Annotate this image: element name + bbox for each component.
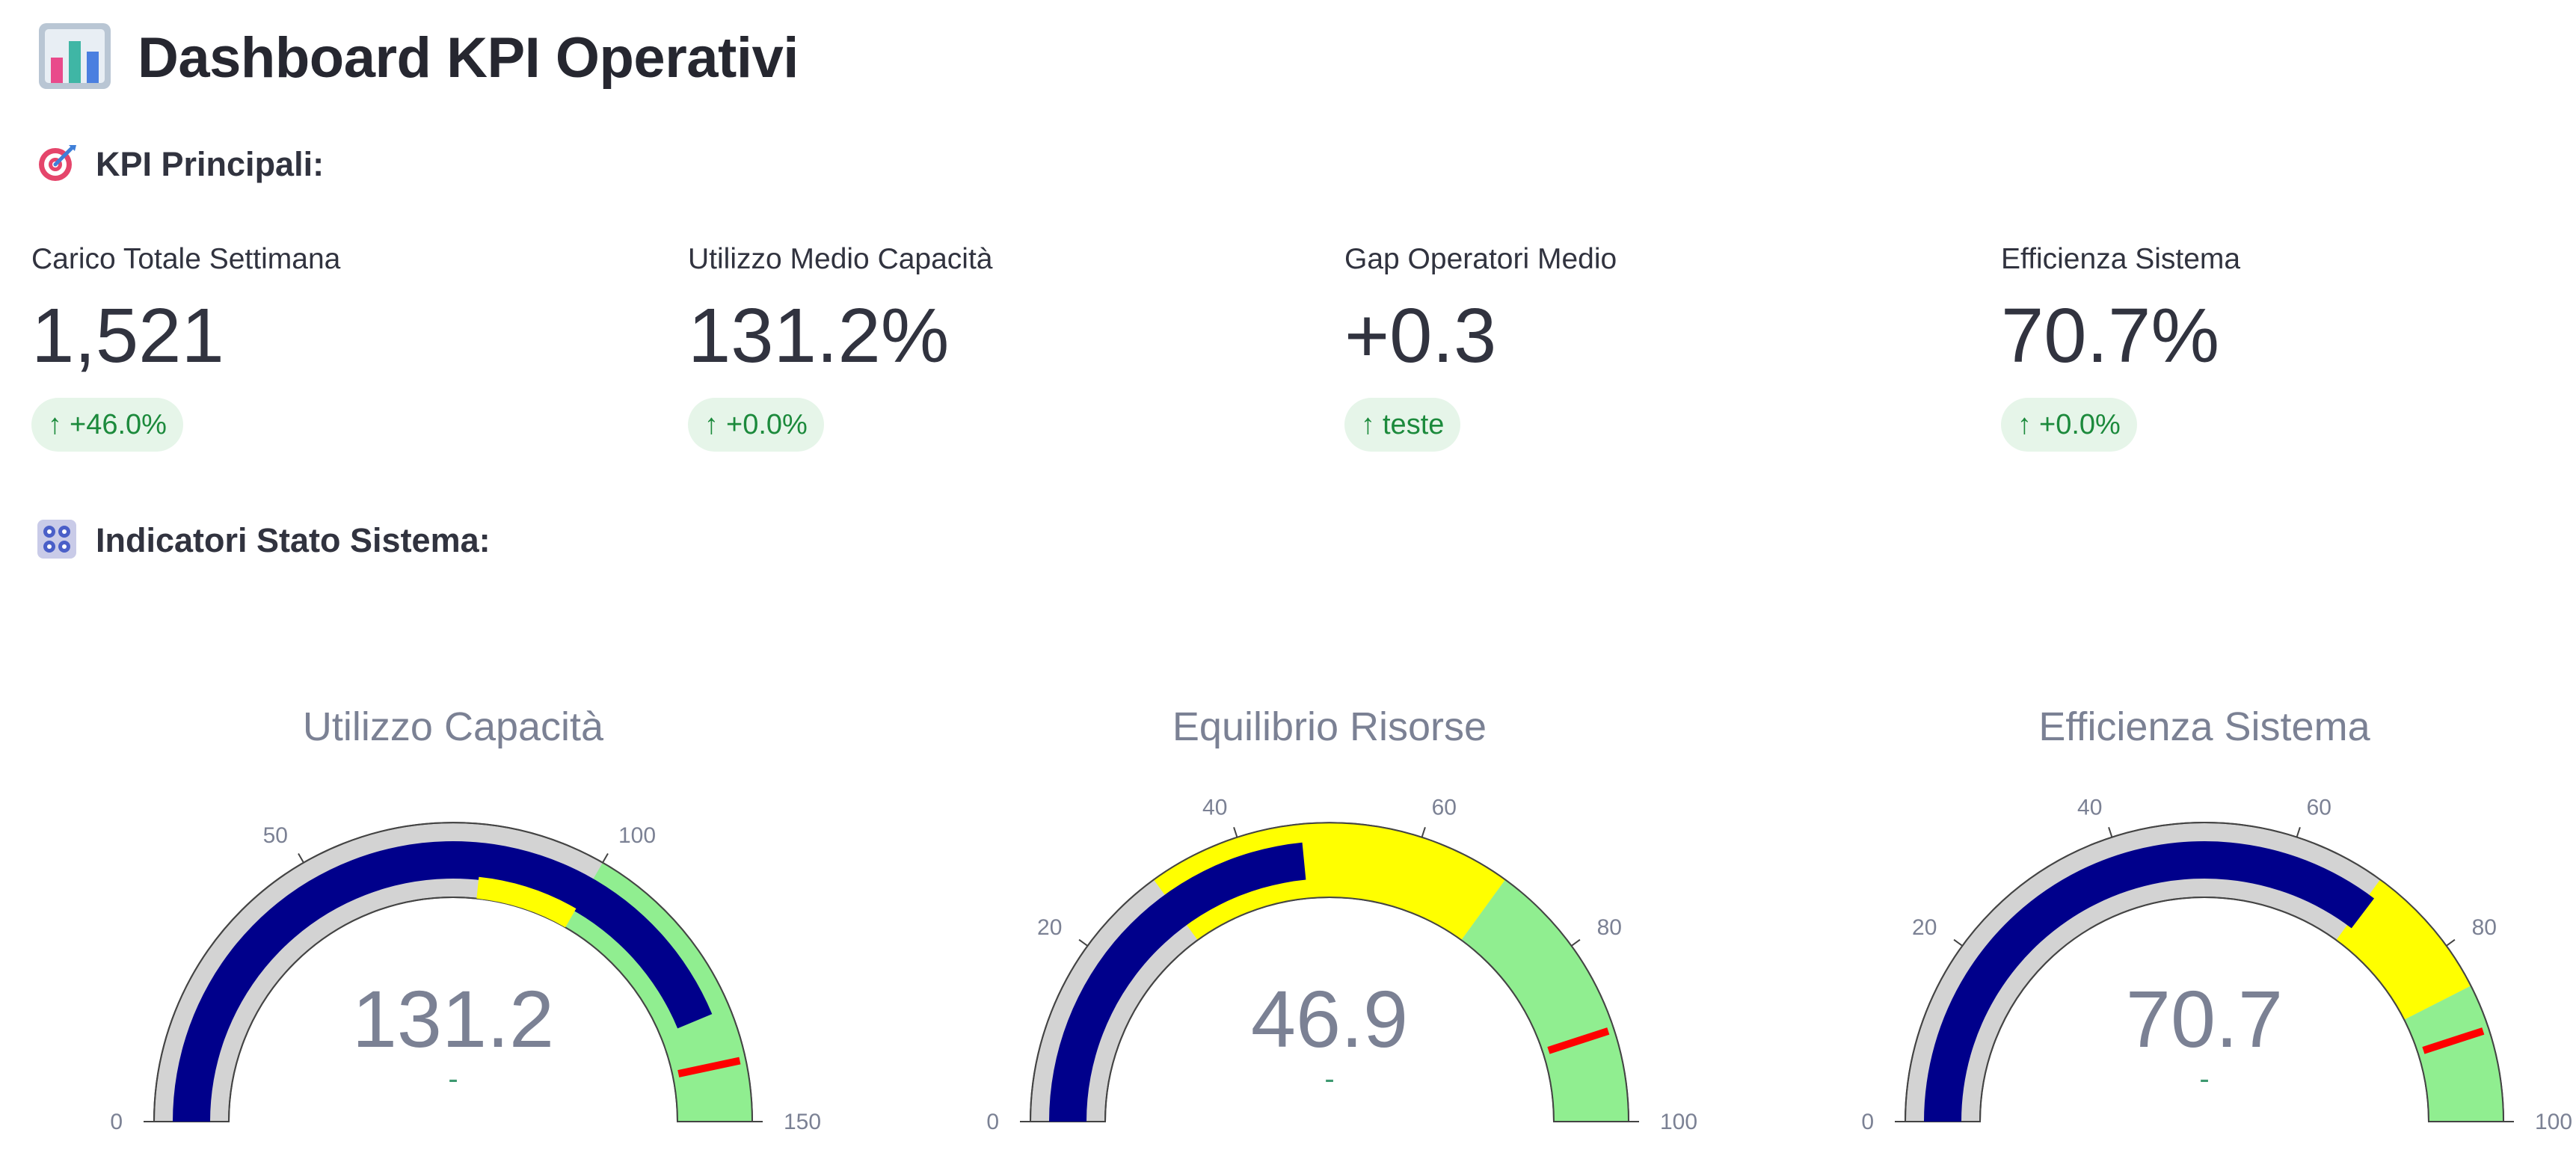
gauge-threshold-line	[1547, 1027, 1610, 1054]
gauge-step-band	[2404, 986, 2503, 1122]
gauge-bar-step	[476, 876, 577, 928]
gauge-tick-label: 100	[2535, 1110, 2572, 1134]
metric-delta-text: +0.0%	[726, 408, 808, 440]
gauge-tick-label: 0	[1861, 1110, 1874, 1134]
gauge-tick	[1421, 826, 1426, 837]
gauge-title: Equilibrio Risorse	[1172, 704, 1487, 749]
arrow-up-icon: ↑	[2017, 408, 2032, 440]
gauge-tick	[1571, 938, 1581, 947]
metric-label: Gap Operatori Medio	[1344, 243, 1617, 275]
page-title-text: Dashboard KPI Operativi	[138, 25, 799, 90]
section-label-status: Indicatori Stato Sistema:	[96, 521, 491, 559]
arrow-up-icon: ↑	[48, 408, 62, 440]
gauge-tick-label: 0	[986, 1110, 999, 1134]
gauge-step-band	[2336, 879, 2471, 1020]
metric-delta-text: +46.0%	[70, 408, 167, 440]
metric-value: 1,521	[31, 292, 224, 378]
gauge-value-text: 131.2	[352, 974, 554, 1064]
gauge-tick	[602, 852, 609, 864]
gauge-threshold-line	[2422, 1027, 2485, 1054]
gauge-tick-label: 100	[1660, 1110, 1697, 1134]
bar-chart-icon	[37, 22, 112, 94]
gauge-tick-label: 40	[1202, 796, 1227, 820]
metric-utilizzo-medio: Utilizzo Medio Capacità 131.2% ↑ +0.0%	[688, 241, 1286, 452]
gauge-tick	[1233, 826, 1238, 837]
gauge-value-bar	[1049, 842, 1306, 1122]
gauge-tick-label: 50	[263, 823, 288, 848]
gauge-2: 0 20 40 60 80 100 Efficienza Sistema 70.7-	[1861, 704, 2572, 1134]
gauge-tick	[298, 852, 304, 864]
gauge-tick-label: 100	[618, 823, 656, 848]
gauge-tick	[1078, 938, 1088, 947]
metric-delta-badge: ↑ +0.0%	[2001, 398, 2137, 452]
gauge-threshold-line	[677, 1057, 741, 1077]
metric-label: Utilizzo Medio Capacità	[688, 243, 993, 275]
metric-delta-text: teste	[1383, 408, 1445, 440]
section-header-kpi: KPI Principali:	[36, 138, 324, 191]
gauge-tick-label: 40	[2077, 796, 2102, 820]
metric-value: 70.7%	[2001, 292, 2220, 378]
metric-delta-badge: ↑ +0.0%	[688, 398, 824, 452]
gauge-tick-label: 150	[784, 1110, 821, 1134]
arrow-up-icon: ↑	[1361, 408, 1375, 440]
gauge-title: Utilizzo Capacità	[303, 704, 604, 749]
gauge-tick-label: 80	[1597, 915, 1622, 940]
section-label-kpi: KPI Principali:	[96, 145, 325, 183]
metric-value: 131.2%	[688, 292, 950, 378]
gauge-step-band	[1153, 822, 1506, 941]
gauge-tick-label: 0	[110, 1110, 123, 1134]
gauge-tick-label: 20	[1912, 915, 1937, 940]
gauge-delta-text: -	[448, 1063, 458, 1095]
gauge-outline	[1904, 822, 2505, 1122]
gauge-tick	[2296, 826, 2301, 837]
gauge-tick-label: 20	[1037, 915, 1062, 940]
control-knobs-icon	[36, 518, 78, 564]
gauge-tick	[1953, 938, 1963, 947]
gauge-value-bar	[173, 840, 713, 1122]
page-title: Dashboard KPI Operativi	[37, 16, 799, 99]
metric-delta-text: +0.0%	[2039, 408, 2121, 440]
arrow-up-icon: ↑	[704, 408, 719, 440]
gauge-0: 0 50 100 150 Utilizzo Capacità 131.2-	[110, 704, 821, 1134]
gauge-value-text: 46.9	[1251, 974, 1408, 1064]
gauge-tick-label: 60	[1432, 796, 1457, 820]
gauge-title: Efficienza Sistema	[2038, 704, 2370, 749]
gauge-value-bar	[1924, 840, 2375, 1122]
gauge-delta-text: -	[1324, 1063, 1334, 1095]
gauge-tick	[2446, 938, 2456, 947]
gauge-tick-label: 80	[2472, 915, 2497, 940]
target-icon	[36, 142, 78, 188]
gauge-delta-text: -	[2199, 1063, 2209, 1095]
metric-value: +0.3	[1344, 292, 1497, 378]
metric-gap-operatori: Gap Operatori Medio +0.3 ↑ teste	[1344, 241, 1943, 452]
gauge-outline	[1029, 822, 1630, 1122]
metric-label: Carico Totale Settimana	[31, 243, 341, 275]
section-header-status: Indicatori Stato Sistema:	[36, 514, 491, 567]
gauge-outline	[153, 822, 754, 1122]
metric-label: Efficienza Sistema	[2001, 243, 2241, 275]
metric-efficienza-sistema: Efficienza Sistema 70.7% ↑ +0.0%	[2001, 241, 2576, 452]
gauge-value-text: 70.7	[2126, 974, 2283, 1064]
gauge-1: 0 20 40 60 80 100 Equilibrio Risorse 46.9-	[986, 704, 1697, 1134]
gauge-step-band	[1461, 879, 1629, 1122]
metric-delta-badge: ↑ teste	[1344, 398, 1461, 452]
metric-carico-totale: Carico Totale Settimana 1,521 ↑ +46.0%	[31, 241, 630, 452]
metric-delta-badge: ↑ +46.0%	[31, 398, 183, 452]
gauge-tick-label: 60	[2307, 796, 2331, 820]
gauge-tick	[2108, 826, 2113, 837]
